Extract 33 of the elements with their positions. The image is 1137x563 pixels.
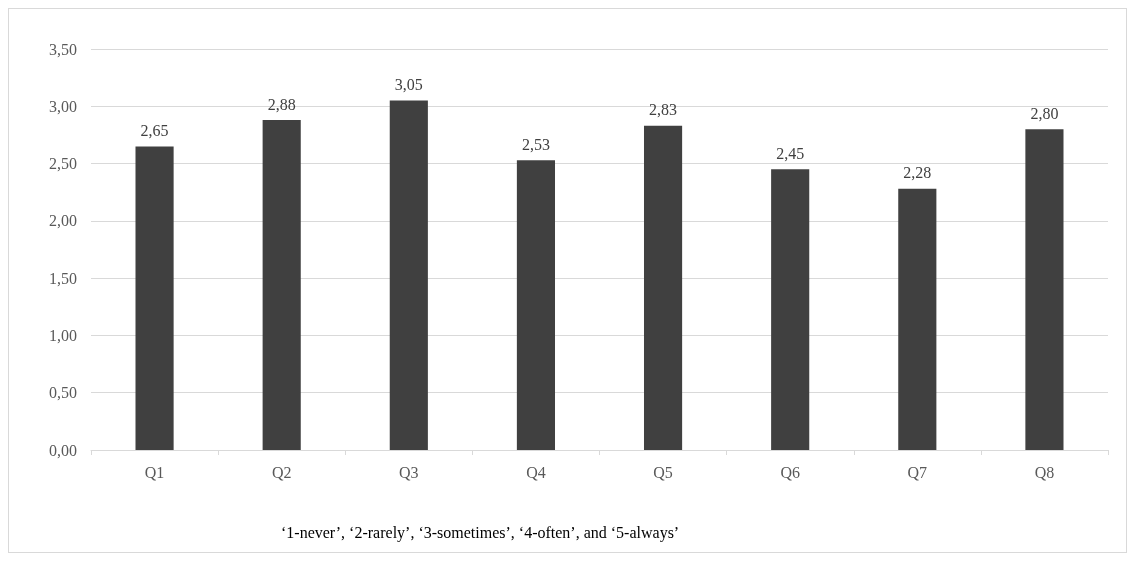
x-tick-label: Q4 xyxy=(526,463,546,481)
data-label: 3,05 xyxy=(394,76,423,94)
data-label: 2,88 xyxy=(267,95,296,113)
x-tick-label: Q1 xyxy=(144,463,165,481)
bar xyxy=(771,169,810,450)
bar xyxy=(262,120,301,450)
y-tick-label: 0,00 xyxy=(49,441,77,459)
x-tick-label: Q2 xyxy=(271,463,292,481)
y-tick-label: 3,50 xyxy=(49,40,77,58)
y-tick-label: 1,50 xyxy=(49,269,77,287)
x-tick-label: Q8 xyxy=(1034,463,1055,481)
data-label: 2,53 xyxy=(521,135,550,153)
bar xyxy=(643,125,683,450)
bar xyxy=(1025,129,1064,450)
data-label: 2,80 xyxy=(1030,104,1059,122)
data-label: 2,65 xyxy=(140,121,169,139)
y-tick-label: 0,50 xyxy=(49,384,77,402)
x-tick-label: Q6 xyxy=(780,463,800,481)
data-label: 2,83 xyxy=(649,101,678,119)
bar xyxy=(898,188,937,450)
data-label: 2,45 xyxy=(776,144,805,162)
y-tick-label: 3,00 xyxy=(49,97,77,115)
y-tick-label: 2,00 xyxy=(49,212,77,230)
data-label: 2,28 xyxy=(903,164,932,182)
bar xyxy=(389,100,428,450)
y-tick-label: 1,00 xyxy=(49,326,77,344)
y-tick-label: 2,50 xyxy=(49,155,77,173)
bar xyxy=(135,146,174,450)
x-tick-label: Q7 xyxy=(907,463,928,481)
text: ‘1-never’, ‘2-rarely’, ‘3-sometimes’, ‘4-often’, and ‘5-always’ xyxy=(281,523,680,542)
bar xyxy=(516,160,556,450)
x-tick-label: Q3 xyxy=(399,463,419,481)
x-tick-label: Q5 xyxy=(653,463,673,481)
